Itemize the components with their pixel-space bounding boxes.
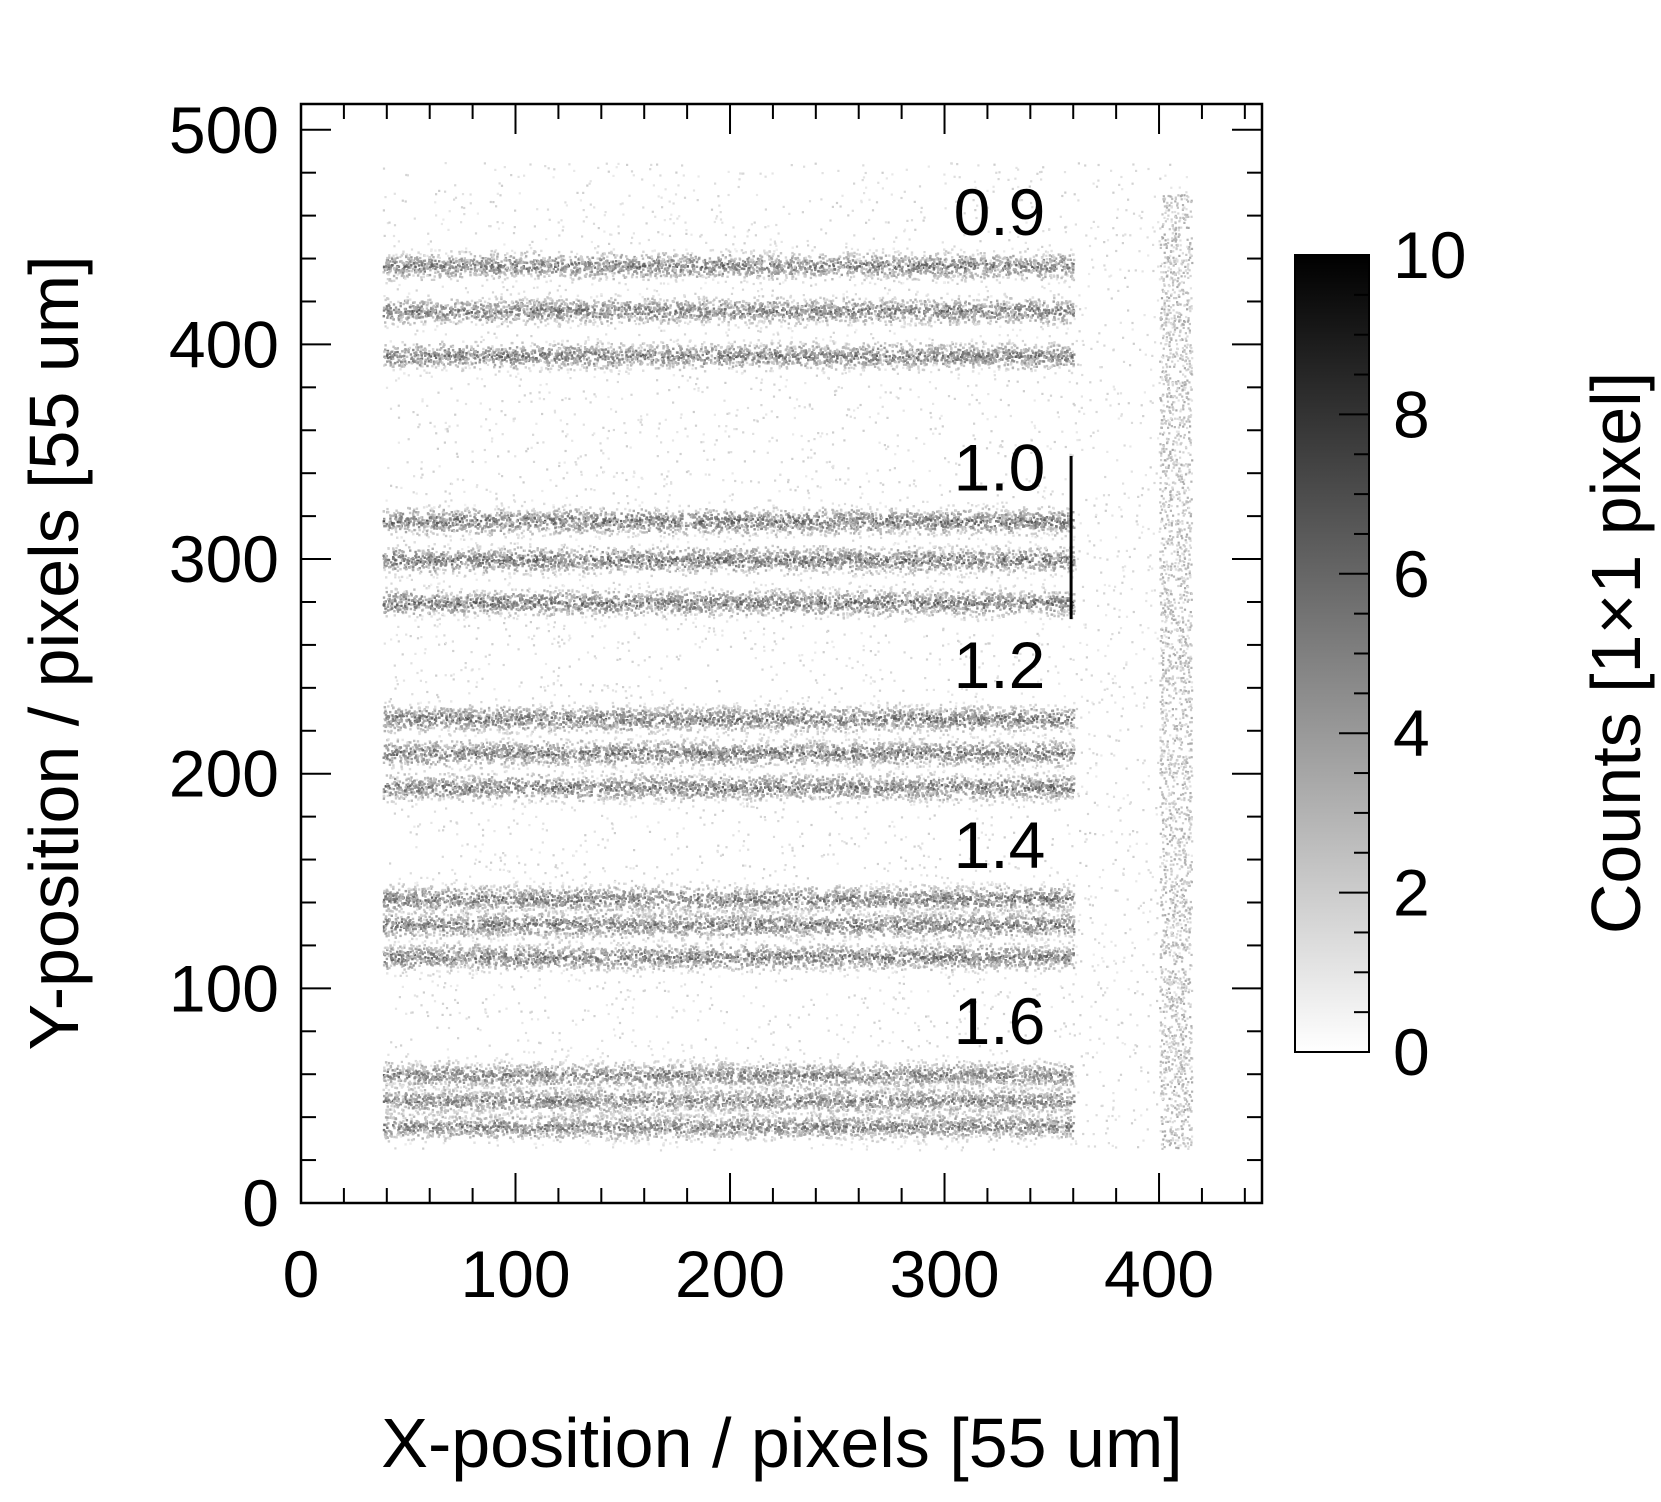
stripe-group-1.4 bbox=[383, 880, 1076, 978]
y-tick-label: 300 bbox=[169, 522, 279, 596]
stripe-group-label: 1.2 bbox=[954, 628, 1046, 702]
y-tick-label: 0 bbox=[242, 1166, 279, 1240]
color-scale-title: Counts [1×1 pixel] bbox=[1577, 372, 1655, 934]
y-axis-title: Y-position / pixels [55 um] bbox=[15, 255, 93, 1050]
x-tick-label: 300 bbox=[889, 1237, 999, 1311]
x-tick-label: 400 bbox=[1104, 1237, 1214, 1311]
z-tick-label: 0 bbox=[1393, 1015, 1430, 1089]
stripe-group-1.0 bbox=[383, 502, 1076, 623]
x-tick-label: 0 bbox=[283, 1237, 320, 1311]
z-tick-label: 10 bbox=[1393, 218, 1466, 292]
z-tick-label: 4 bbox=[1393, 696, 1430, 770]
y-tick-label: 400 bbox=[169, 307, 279, 381]
x-tick-label: 100 bbox=[460, 1237, 570, 1311]
z-tick-label: 8 bbox=[1393, 377, 1430, 451]
stripe-group-0.9 bbox=[383, 247, 1076, 377]
z-tick-label: 6 bbox=[1393, 537, 1430, 611]
stripe-group-label: 1.0 bbox=[954, 430, 1046, 504]
y-tick-label: 200 bbox=[169, 737, 279, 811]
stripe-group-1.2 bbox=[383, 698, 1076, 808]
hit-map bbox=[383, 162, 1194, 1152]
y-tick-label: 500 bbox=[169, 93, 279, 167]
stripe-group-label: 0.9 bbox=[954, 175, 1046, 249]
y-tick-label: 100 bbox=[169, 951, 279, 1025]
edge-band bbox=[1159, 194, 1193, 1150]
stripe-group-label: 1.6 bbox=[954, 984, 1046, 1058]
stripe-group-1.6 bbox=[383, 1055, 1076, 1146]
x-axis-title: X-position / pixels [55 um] bbox=[381, 1404, 1182, 1482]
z-tick-label: 2 bbox=[1393, 856, 1430, 930]
stripe-group-label: 1.4 bbox=[954, 808, 1046, 882]
x-tick-label: 200 bbox=[675, 1237, 785, 1311]
